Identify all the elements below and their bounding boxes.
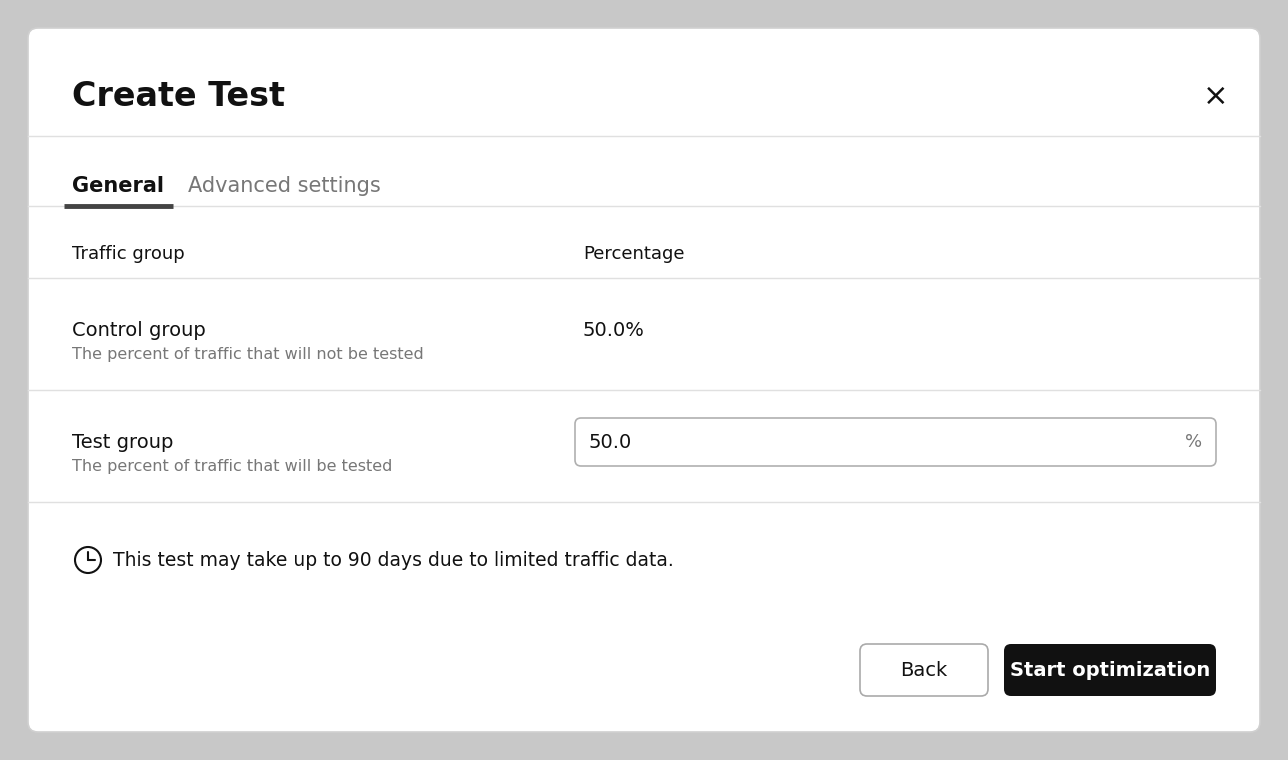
Text: Start optimization: Start optimization <box>1010 660 1211 679</box>
Text: %: % <box>1185 433 1202 451</box>
Text: Test group: Test group <box>72 432 174 451</box>
Text: Percentage: Percentage <box>583 245 684 263</box>
Text: Traffic group: Traffic group <box>72 245 184 263</box>
Text: The percent of traffic that will not be tested: The percent of traffic that will not be … <box>72 347 424 362</box>
Text: 50.0: 50.0 <box>589 432 632 451</box>
Text: Control group: Control group <box>72 321 206 340</box>
Text: Advanced settings: Advanced settings <box>188 176 381 196</box>
FancyBboxPatch shape <box>28 28 1260 732</box>
Text: This test may take up to 90 days due to limited traffic data.: This test may take up to 90 days due to … <box>113 550 674 569</box>
Text: The percent of traffic that will be tested: The percent of traffic that will be test… <box>72 458 393 473</box>
Text: 50.0%: 50.0% <box>583 321 645 340</box>
FancyBboxPatch shape <box>860 644 988 696</box>
Text: ×: × <box>1203 81 1229 110</box>
FancyBboxPatch shape <box>1005 644 1216 696</box>
Text: Back: Back <box>900 660 948 679</box>
Text: General: General <box>72 176 164 196</box>
Text: Create Test: Create Test <box>72 80 285 112</box>
FancyBboxPatch shape <box>574 418 1216 466</box>
